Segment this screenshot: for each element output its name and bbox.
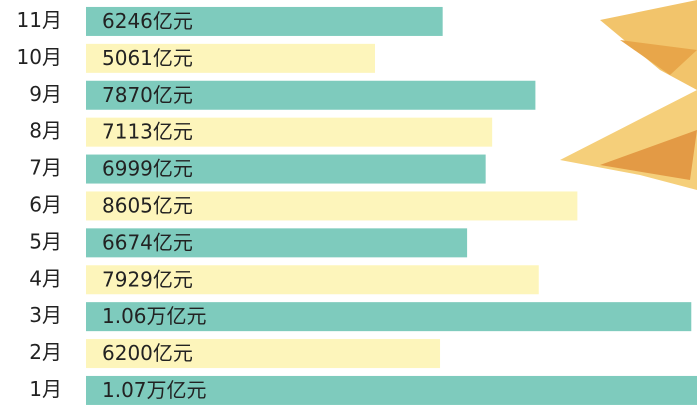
value-label: 5061亿元 — [102, 46, 193, 70]
value-label: 6999亿元 — [102, 157, 193, 181]
value-label: 8605亿元 — [102, 193, 193, 217]
value-label: 7929亿元 — [102, 267, 193, 291]
value-label: 7113亿元 — [102, 120, 193, 144]
category-label: 1月 — [29, 377, 62, 401]
category-label: 4月 — [29, 266, 62, 290]
category-label: 2月 — [29, 340, 62, 364]
category-label: 11月 — [17, 8, 62, 32]
value-label: 6674亿元 — [102, 230, 193, 254]
category-label: 6月 — [29, 192, 62, 216]
category-label: 10月 — [17, 45, 62, 69]
category-label: 9月 — [29, 82, 62, 106]
category-label: 3月 — [29, 303, 62, 327]
value-label: 6200亿元 — [102, 341, 193, 365]
value-label: 6246亿元 — [102, 9, 193, 33]
category-label: 5月 — [29, 229, 62, 253]
category-label: 7月 — [29, 156, 62, 180]
chart: 11月 6246亿元 10月 5061亿元 9月 7870亿元 8月 7113亿元 7月 6999… — [0, 0, 697, 408]
value-label: 1.07万亿元 — [102, 378, 207, 402]
category-label: 8月 — [29, 119, 62, 143]
value-label: 1.06万亿元 — [102, 304, 207, 328]
value-label: 7870亿元 — [102, 83, 193, 107]
paper-plane-decoration — [560, 0, 697, 190]
